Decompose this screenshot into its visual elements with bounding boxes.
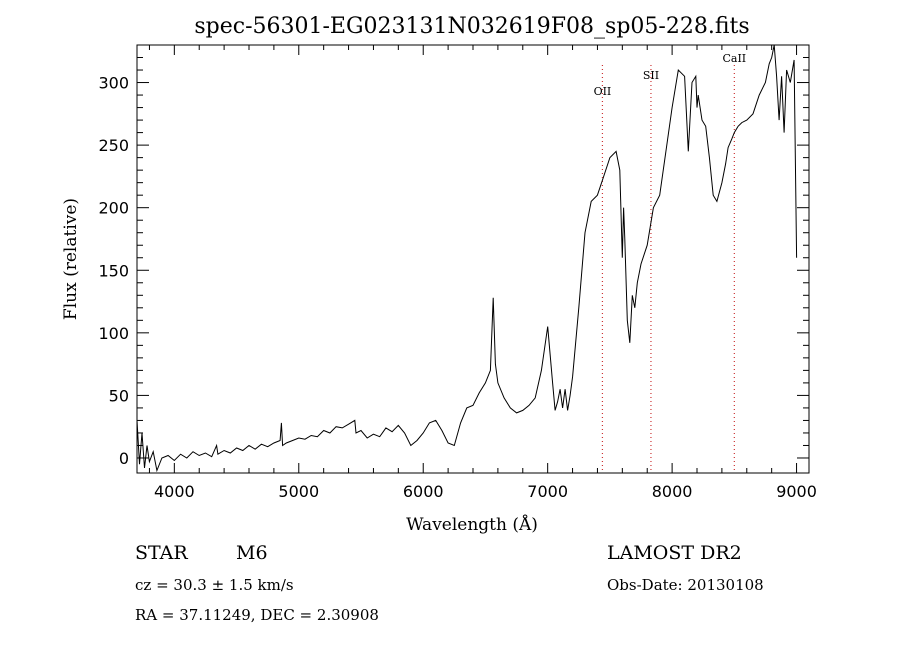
x-axis: 4000 5000 6000 7000 8000 9000: [148, 45, 817, 501]
redshift-cz: cz = 30.3 ± 1.5 km/s: [135, 576, 294, 594]
plot-frame: [136, 44, 810, 474]
y-axis: 0 50 100 150 200 250 300: [98, 57, 809, 468]
y-tick-label: 100: [98, 324, 129, 343]
spectral-line-markers: OII SII CaII: [594, 52, 746, 473]
x-tick-label: 9000: [776, 482, 817, 501]
survey-name: LAMOST DR2: [607, 542, 742, 564]
x-tick-label: 5000: [278, 482, 319, 501]
coordinates: RA = 37.11249, DEC = 2.30908: [135, 606, 379, 624]
chart-title: spec-56301-EG023131N032619F08_sp05-228.f…: [194, 14, 749, 39]
observation-date: Obs-Date: 20130108: [607, 576, 764, 594]
object-type: STAR: [135, 542, 188, 564]
x-tick-label: 6000: [403, 482, 444, 501]
y-tick-label: 50: [109, 386, 129, 405]
y-axis-label: Flux (relative): [61, 198, 81, 320]
spectral-line-label: OII: [594, 85, 612, 98]
x-tick-label: 8000: [652, 482, 693, 501]
x-tick-label: 7000: [527, 482, 568, 501]
x-axis-label: Wavelength (Å): [406, 514, 538, 535]
y-tick-label: 300: [98, 74, 129, 93]
spectral-line-label: CaII: [722, 52, 746, 65]
y-tick-label: 200: [98, 199, 129, 218]
y-tick-label: 0: [119, 449, 129, 468]
y-tick-label: 150: [98, 261, 129, 280]
spectral-subclass: M6: [236, 542, 268, 564]
x-tick-label: 4000: [154, 482, 195, 501]
spectral-line-label: SII: [643, 69, 659, 82]
spectrum-line: [136, 44, 798, 473]
y-tick-label: 250: [98, 136, 129, 155]
